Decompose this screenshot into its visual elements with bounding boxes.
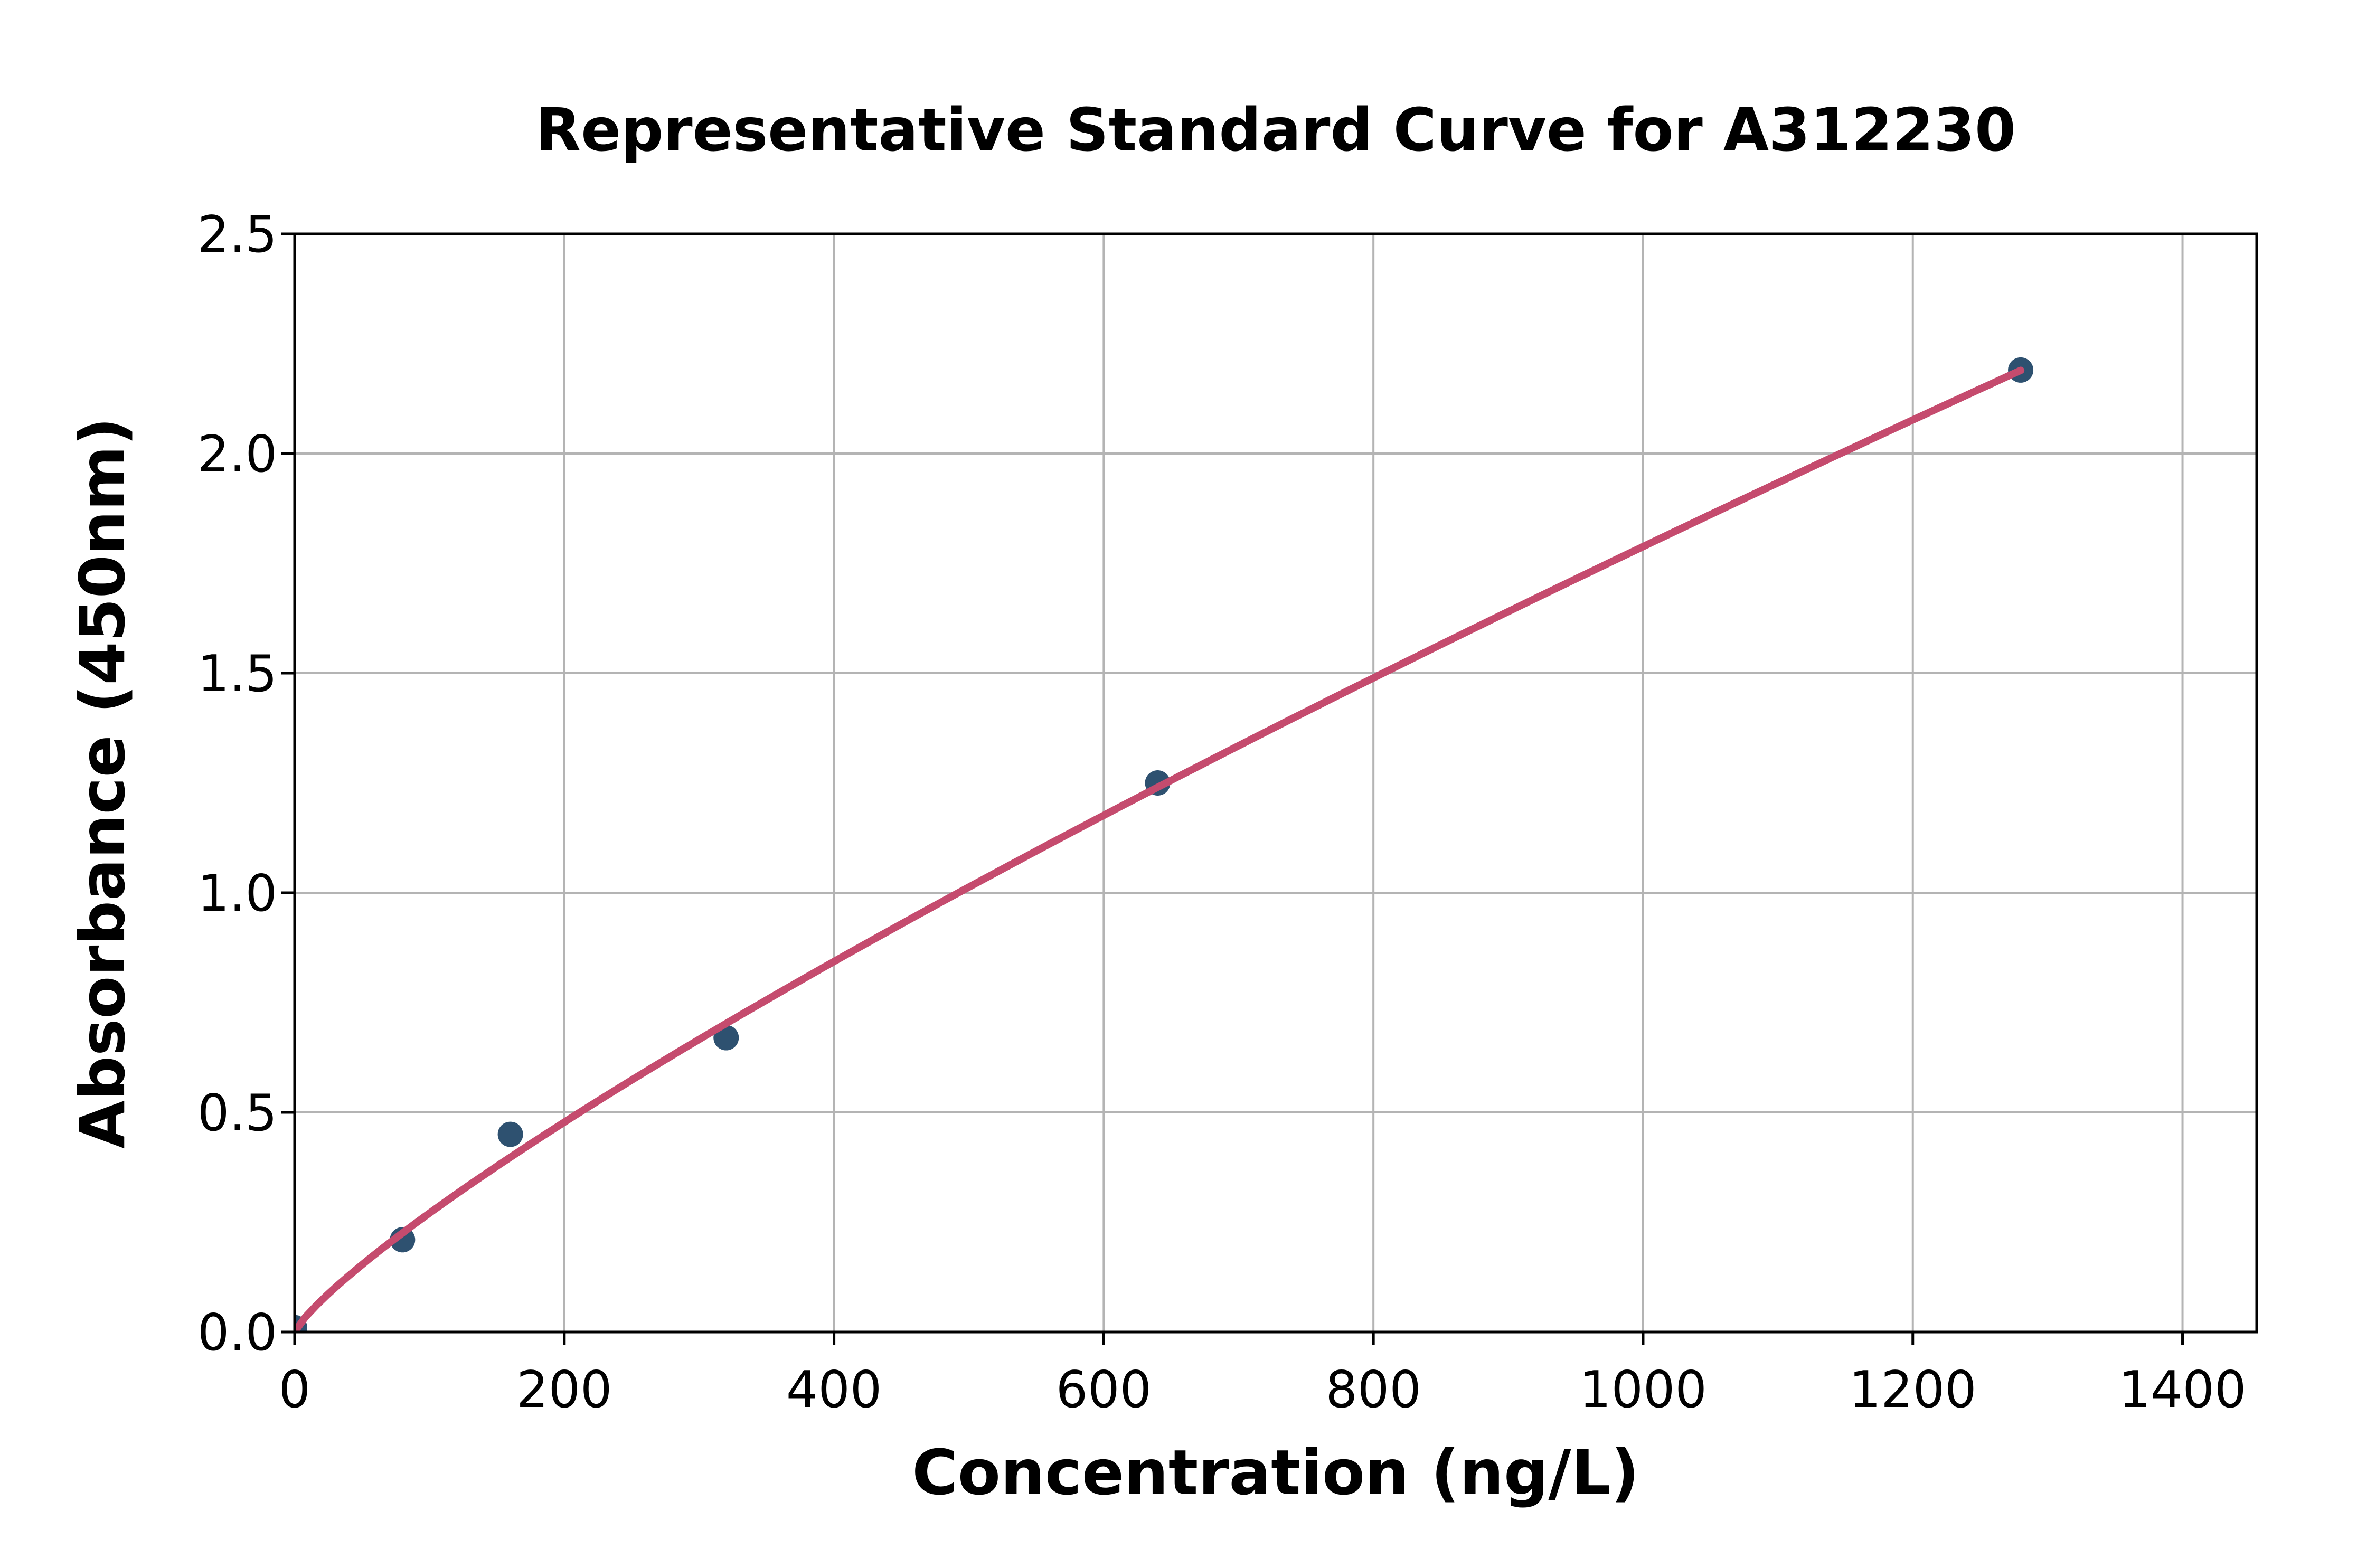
x-tick-label: 400 (786, 1361, 882, 1419)
x-tick-label: 1200 (1849, 1361, 1977, 1419)
x-tick-label: 200 (516, 1361, 612, 1419)
y-axis-label: Absorbance (450nm) (66, 417, 139, 1149)
plot-data (295, 357, 2034, 1332)
y-tick-label: 1.0 (197, 865, 277, 923)
x-tick-label: 600 (1056, 1361, 1152, 1419)
y-tick-label: 0.5 (197, 1084, 277, 1142)
y-tick-label: 0.0 (197, 1304, 277, 1362)
y-tick-label: 2.5 (197, 206, 277, 264)
x-axis-label: Concentration (ng/L) (912, 1436, 1639, 1509)
chart-title: Representative Standard Curve for A31223… (535, 96, 2016, 165)
axis-ticks (281, 232, 2184, 1345)
data-point (497, 1121, 523, 1147)
x-tick-label: 1400 (2119, 1361, 2247, 1419)
tick-labels: 0 200 400 600 800 1000 1200 1400 0.0 0.5 1.0 1.5 2.0… (197, 206, 2247, 1419)
x-tick-label: 1000 (1579, 1361, 1707, 1419)
x-tick-label: 800 (1325, 1361, 1421, 1419)
y-tick-label: 2.0 (197, 426, 277, 484)
x-tick-label: 0 (279, 1361, 310, 1419)
y-tick-label: 1.5 (197, 645, 277, 703)
plot-border (293, 232, 2258, 1334)
fit-curve (295, 366, 2025, 1332)
